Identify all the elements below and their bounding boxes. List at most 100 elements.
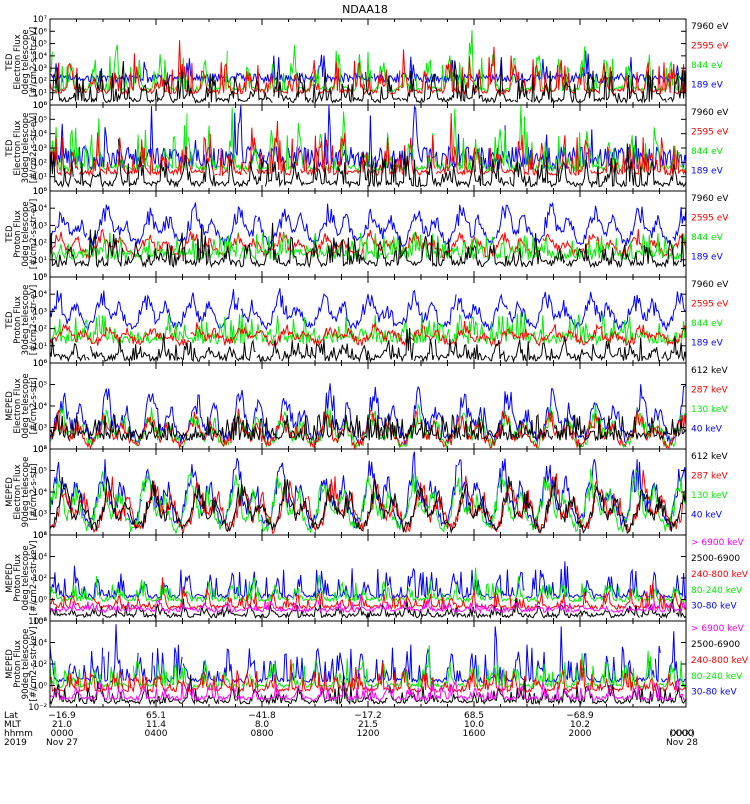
- series-5-612-kev: [49, 413, 687, 442]
- y-tick-label: 10⁴: [33, 290, 48, 300]
- legend-item: 2500-6900: [691, 554, 740, 564]
- legend-item: 40 keV: [691, 425, 723, 435]
- panel-frame: [49, 104, 687, 192]
- legend-item: 2595 eV: [691, 128, 729, 138]
- y-tick-label: 10⁰: [33, 682, 48, 692]
- series-1-189-ev: [49, 50, 687, 85]
- x-end-label: (XXX): [669, 729, 695, 739]
- y-axis-label: [#/cm2-s-str-eV]: [29, 199, 39, 269]
- y-tick-label: 10¹: [33, 173, 47, 183]
- series-6-130-kev: [49, 468, 687, 535]
- y-axis-label: [#/cm2-s-str-keV]: [29, 627, 39, 702]
- y-axis-label: [#/cm2-s-str-eV]: [29, 113, 39, 183]
- x-tick-lat: −68.9: [566, 711, 594, 721]
- series-8-80-240-kev: [49, 645, 687, 690]
- y-tick-label: 10³: [33, 424, 47, 434]
- x-tick-hhmm: 0000: [671, 729, 694, 739]
- y-axis-label: Electron Flux: [13, 120, 23, 175]
- y-tick-label: 10⁰: [33, 359, 48, 369]
- x-tick-mlt: 11.4: [146, 720, 166, 730]
- y-tick-label: 10⁶: [33, 27, 48, 37]
- legend-item: > 6900 keV: [691, 538, 745, 548]
- y-tick-label: 10⁴: [33, 553, 48, 563]
- y-tick-label: 10⁴: [33, 639, 48, 649]
- legend-item: 240-800 keV: [691, 656, 749, 666]
- y-tick-label: 10⁶: [33, 359, 48, 369]
- legend-item: 612 keV: [691, 452, 728, 462]
- series-6-612-kev: [49, 476, 687, 535]
- legend-item: 130 keV: [691, 405, 728, 415]
- series-8--6900-kev: [49, 673, 687, 703]
- x-tick-hhmm: 1200: [357, 729, 380, 739]
- legend-item: 2595 eV: [691, 300, 729, 310]
- figure-title: NDAA18: [342, 3, 388, 16]
- y-tick-label: 10⁰: [33, 596, 48, 606]
- y-axis-label: [#/cm2-s-str]: [29, 378, 39, 435]
- y-axis-label: 30deg telescope: [21, 113, 31, 184]
- series-2-7960-ev: [49, 138, 687, 189]
- y-axis-label: 0deg telescope: [21, 545, 31, 610]
- x-tick-hhmm: 0800: [251, 729, 274, 739]
- legend-item: 130 keV: [691, 491, 728, 501]
- y-tick-label: 10⁵: [33, 40, 47, 50]
- legend-item: 612 keV: [691, 366, 728, 376]
- y-axis-label: 0deg telescope: [21, 29, 31, 94]
- y-axis-label: 30deg telescope: [21, 285, 31, 356]
- y-axis-label: 90deg telescope: [21, 457, 31, 528]
- y-tick-label: 10⁴: [33, 204, 48, 214]
- legend-item: 844 eV: [691, 233, 724, 243]
- y-tick-label: 10³: [33, 144, 47, 154]
- y-axis-label: Electron Flux: [13, 378, 23, 433]
- y-tick-label: 10⁶: [33, 617, 48, 627]
- legend-item: 30-80 keV: [691, 688, 737, 698]
- series-1-2595-ev: [49, 40, 687, 96]
- y-tick-label: 10²: [33, 158, 47, 168]
- y-axis-label: Electron Flux: [13, 34, 23, 89]
- y-axis-label: 0deg telescope: [21, 373, 31, 438]
- legend-item: 2595 eV: [691, 42, 729, 52]
- y-tick-label: 10³: [33, 221, 47, 231]
- y-axis-label: [#/cm2-s-str-eV]: [29, 27, 39, 97]
- legend-item: 30-80 keV: [691, 602, 737, 612]
- y-axis-label: Proton Flux: [13, 296, 23, 344]
- y-tick-label: 10²: [33, 574, 47, 584]
- series-7-80-240-kev: [49, 567, 687, 603]
- legend-item: 80-240 keV: [691, 672, 743, 682]
- x-tick-lat: 68.5: [464, 711, 484, 721]
- y-tick-label: 10³: [33, 64, 47, 74]
- x-tick-date: Nov 28: [666, 738, 698, 748]
- y-axis-label: [#/cm2-s-str-eV]: [29, 285, 39, 355]
- x-tick-date: Nov 27: [46, 738, 78, 748]
- x-tick-mlt: 8.0: [255, 720, 270, 730]
- y-tick-label: 10²: [33, 445, 47, 455]
- y-tick-label: 10⁴: [33, 488, 48, 498]
- y-axis-label: TED: [5, 139, 15, 158]
- series-4-189-ev: [49, 288, 687, 332]
- series-5-40-kev: [49, 383, 687, 447]
- y-axis-label: Electron Flux: [13, 464, 23, 519]
- y-tick-label: 10⁴: [33, 52, 48, 62]
- y-tick-label: 10⁴: [33, 402, 48, 412]
- x-tick-hhmm: 0000: [51, 729, 74, 739]
- legend-item: 80-240 keV: [691, 586, 743, 596]
- y-axis-label: MEPED: [5, 391, 15, 421]
- x-tick-mlt: 10.2: [570, 720, 590, 730]
- y-axis-label: MEPED: [5, 649, 15, 679]
- x-tick-hhmm: 1600: [463, 729, 486, 739]
- y-tick-label: 10⁻²: [28, 703, 47, 713]
- x-tick-mlt: 10.0: [464, 720, 484, 730]
- y-tick-label: 10⁶: [33, 101, 48, 111]
- x-row-label: 2019: [4, 738, 27, 748]
- y-tick-label: 10¹: [33, 89, 47, 99]
- y-axis-label: TED: [5, 225, 15, 244]
- y-tick-label: 10⁶: [33, 531, 48, 541]
- y-tick-label: 10⁻²: [28, 617, 47, 627]
- x-tick-lat: −16.9: [48, 711, 76, 721]
- y-tick-label: 10⁵: [33, 273, 47, 283]
- x-tick-lat: −17.2: [354, 711, 382, 721]
- y-tick-label: 10²: [33, 531, 47, 541]
